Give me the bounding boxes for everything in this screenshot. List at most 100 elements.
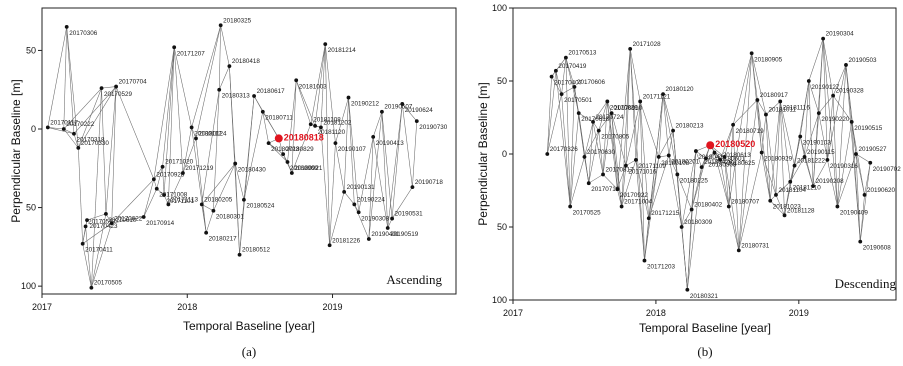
network-edge <box>391 103 403 219</box>
points-ascending: 20170117 20170306 20170222 2017031820170330… <box>45 17 448 290</box>
network-edge <box>555 70 571 207</box>
network-edge <box>182 127 192 174</box>
network-edge <box>162 47 175 167</box>
network-edge <box>687 167 702 290</box>
network-edge <box>348 97 355 205</box>
network-edge <box>662 94 674 131</box>
network-edge <box>770 200 785 216</box>
acquisition-date-label: 20181108 <box>313 116 341 123</box>
acquisition-point <box>675 172 680 177</box>
network-edge <box>234 163 240 255</box>
acquisition-point <box>199 202 204 207</box>
network-edge <box>82 243 92 288</box>
network-edge <box>668 155 678 175</box>
network-edge <box>547 70 557 155</box>
acquisition-point <box>285 160 290 164</box>
acquisition-date-label: 20180321 <box>690 293 719 300</box>
acquisition-date-label: 20180301 <box>216 214 245 221</box>
network-edge <box>569 156 585 207</box>
network-edge <box>234 163 245 200</box>
network-edge <box>662 94 670 156</box>
network-edge <box>621 165 627 207</box>
network-edge <box>565 57 580 114</box>
acquisition-point <box>591 119 595 124</box>
network-edge <box>602 174 618 190</box>
acquisition-date-label: 20170306 <box>69 30 98 37</box>
acquisition-point <box>380 109 384 114</box>
acquisition-date-label: 20180313 <box>222 93 251 100</box>
network-edge <box>569 113 580 207</box>
acquisition-point <box>782 213 787 218</box>
acquisition-date-label: 20180719 <box>736 128 765 135</box>
network-edge <box>832 64 847 96</box>
network-edge <box>822 38 838 207</box>
network-edge <box>629 48 641 102</box>
acquisition-point <box>114 84 118 89</box>
network-edge <box>291 80 297 174</box>
network-edge <box>732 124 740 251</box>
acquisition-point <box>319 125 323 130</box>
network-edge <box>329 143 336 246</box>
network-edge <box>738 152 762 251</box>
acquisition-point <box>825 157 830 162</box>
acquisition-date-label: 20170805 <box>601 134 630 141</box>
acquisition-date-label: 20190328 <box>836 88 865 95</box>
network-edge <box>855 153 871 163</box>
network-edge <box>681 209 692 228</box>
x-tick-label: 2018 <box>646 308 666 318</box>
network-edge <box>639 101 650 219</box>
network-edge <box>262 111 280 139</box>
acquisition-date-label: 20180625 <box>727 160 756 167</box>
x-tick-label: 2019 <box>323 302 343 312</box>
acquisition-date-label: 20190507 <box>384 104 413 111</box>
acquisition-point <box>689 207 694 212</box>
acquisition-point <box>211 208 216 213</box>
network-edge <box>168 172 184 205</box>
network-edge <box>812 159 828 187</box>
acquisition-date-label: 20171008 <box>159 192 188 199</box>
network-edge <box>799 80 810 137</box>
acquisition-point <box>549 74 554 79</box>
network-edge <box>85 226 92 288</box>
acquisition-point <box>294 78 299 83</box>
acquisition-date-label: 20170922 <box>620 192 649 199</box>
acquisition-date-label: 20190527 <box>858 146 887 153</box>
network-edge <box>790 156 805 182</box>
acquisition-point <box>400 101 405 106</box>
acquisition-point <box>414 119 419 124</box>
network-edge <box>163 47 175 196</box>
network-edge <box>195 138 207 233</box>
panel-ascending: 20170117 20170306 20170222 2017031820170330… <box>9 7 457 359</box>
network-edge <box>91 213 107 288</box>
network-edge <box>738 53 752 251</box>
acquisition-point <box>563 55 568 60</box>
acquisition-point <box>656 155 661 159</box>
acquisition-point <box>553 68 558 73</box>
acquisition-point <box>327 243 332 248</box>
network-edge <box>705 158 721 161</box>
network-edge <box>201 89 220 205</box>
network-edge <box>47 127 75 134</box>
acquisition-date-label: 20171219 <box>185 165 214 172</box>
network-edge <box>91 88 102 288</box>
network-edge <box>63 26 67 130</box>
acquisition-date-label: 20171016 <box>628 169 657 176</box>
network-edge <box>561 86 575 95</box>
network-edge <box>691 167 702 210</box>
network-edge <box>320 44 326 128</box>
acquisition-point <box>342 189 347 194</box>
acquisition-date-label: 20170914 <box>146 220 175 227</box>
y-tick-label: 50 <box>26 45 36 55</box>
network-edge <box>381 111 393 219</box>
network-edge <box>555 57 567 71</box>
network-edge <box>111 86 117 224</box>
acquisition-point <box>252 94 256 98</box>
network-edge <box>832 95 852 123</box>
network-edge <box>561 94 571 207</box>
network-edge <box>662 94 678 175</box>
network-edge <box>201 163 236 205</box>
acquisition-date-label: 20190620 <box>867 187 896 194</box>
network-edge <box>827 159 838 207</box>
network-edge <box>625 48 631 166</box>
acquisition-date-label: 20180205 <box>204 196 233 203</box>
